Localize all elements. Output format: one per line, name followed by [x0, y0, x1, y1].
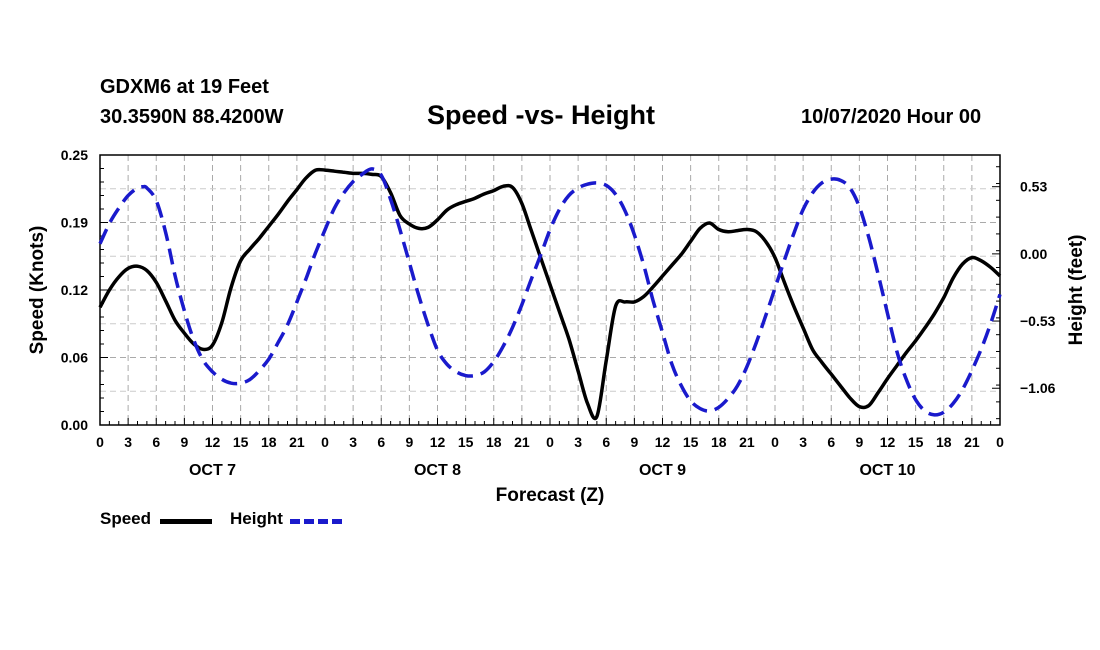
x-tick-label: 3	[349, 434, 357, 450]
y2-axis-label: Height (feet)	[1066, 235, 1087, 346]
x-tick-label: 9	[180, 434, 188, 450]
x-tick-label: 0	[321, 434, 329, 450]
x-tick-label: 3	[799, 434, 807, 450]
day-label: OCT 7	[189, 462, 236, 479]
x-tick-label: 6	[827, 434, 835, 450]
day-label: OCT 9	[639, 462, 686, 479]
x-tick-label: 18	[711, 434, 727, 450]
x-tick-label: 12	[655, 434, 671, 450]
y-tick-label: 0.06	[61, 350, 88, 366]
y-tick-label: 0.19	[61, 215, 88, 231]
station-coordinates: 30.3590N 88.4200W	[100, 106, 284, 128]
y2-tick-label: −0.53	[1020, 313, 1056, 329]
x-tick-label: 0	[546, 434, 554, 450]
x-axis-label: Forecast (Z)	[496, 485, 605, 506]
chart-title: Speed -vs- Height	[427, 100, 656, 130]
x-tick-label: 9	[855, 434, 863, 450]
x-tick-label: 3	[574, 434, 582, 450]
x-tick-label: 12	[880, 434, 896, 450]
x-tick-label: 6	[152, 434, 160, 450]
x-tick-label: 21	[739, 434, 755, 450]
x-tick-label: 21	[964, 434, 980, 450]
x-tick-label: 15	[908, 434, 924, 450]
x-tick-label: 18	[486, 434, 502, 450]
x-tick-label: 15	[683, 434, 699, 450]
series-speed-line	[98, 167, 1002, 421]
legend-speed-label: Speed	[100, 509, 152, 528]
x-tick-label: 0	[96, 434, 104, 450]
legend-speed-swatch	[160, 519, 212, 524]
y-tick-label: 0.00	[61, 417, 88, 433]
y2-tick-label: 0.00	[1020, 246, 1047, 262]
x-tick-label: 15	[458, 434, 474, 450]
x-tick-label: 0	[771, 434, 779, 450]
plot-frame	[99, 154, 1001, 426]
x-tick-label: 9	[630, 434, 638, 450]
x-tick-label: 3	[124, 434, 132, 450]
x-tick-label: 9	[405, 434, 413, 450]
y-axis-label: Speed (Knots)	[27, 226, 48, 355]
y-tick-label: 0.12	[61, 282, 88, 298]
station-title: GDXM6 at 19 Feet	[100, 76, 269, 98]
day-label: OCT 10	[859, 462, 915, 479]
legend-height-label: Height	[230, 509, 283, 528]
series-height-line	[98, 167, 1002, 417]
x-tick-label: 21	[289, 434, 305, 450]
x-tick-label: 12	[430, 434, 446, 450]
day-label: OCT 8	[414, 462, 461, 479]
x-tick-label: 15	[233, 434, 249, 450]
legend-height-swatch	[290, 519, 342, 524]
x-tick-label: 0	[996, 434, 1004, 450]
x-tick-label: 6	[377, 434, 385, 450]
x-tick-label: 12	[205, 434, 221, 450]
y2-tick-label: 0.53	[1020, 179, 1047, 195]
x-tick-label: 18	[261, 434, 277, 450]
x-tick-label: 6	[602, 434, 610, 450]
x-tick-label: 18	[936, 434, 952, 450]
y-tick-label: 0.25	[61, 147, 88, 163]
x-tick-label: 21	[514, 434, 530, 450]
y2-tick-label: −1.06	[1020, 380, 1056, 396]
forecast-timestamp: 10/07/2020 Hour 00	[801, 106, 982, 128]
